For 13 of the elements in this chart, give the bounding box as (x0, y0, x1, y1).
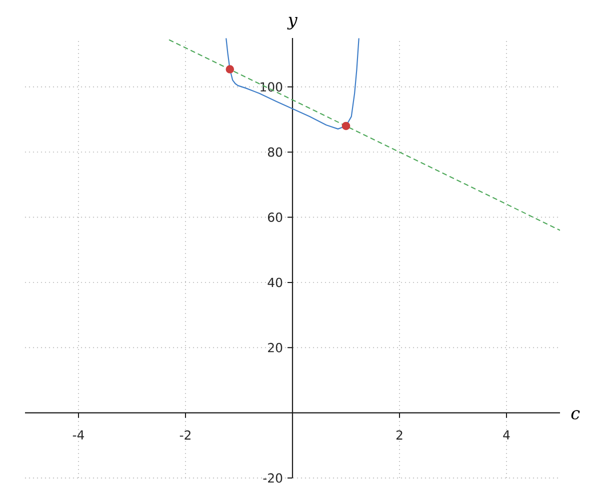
x-tick-label: 4 (503, 430, 510, 440)
y-axis-title: y (287, 16, 298, 30)
x-tick-label: -2 (180, 430, 190, 440)
line-series (226, 38, 360, 130)
y-tick-label: 60 (268, 212, 282, 222)
y-tick-label: 100 (260, 82, 282, 92)
x-tick-label: -4 (72, 430, 84, 440)
y-tick-label: -20 (263, 473, 282, 483)
x-tick-label: 2 (396, 430, 402, 440)
x-axis-title: c (571, 410, 580, 420)
y-tick-label: 20 (268, 342, 282, 352)
y-tick-label: 40 (268, 278, 282, 288)
y-tick-label: 80 (268, 147, 282, 157)
